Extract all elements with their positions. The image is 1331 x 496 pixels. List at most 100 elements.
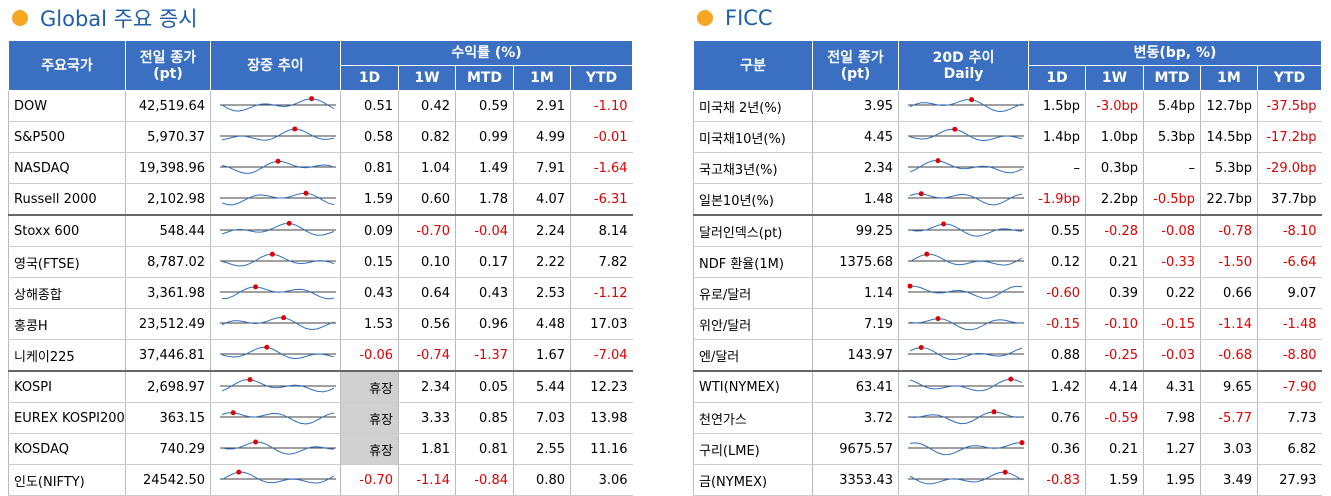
cell: -0.08	[1143, 214, 1201, 247]
cell: 2.34	[398, 370, 456, 403]
sparkline	[220, 126, 336, 141]
cell: 0.85	[455, 402, 514, 434]
cell: 6.82	[1257, 433, 1322, 465]
header-cell: 1W	[1085, 65, 1144, 91]
row-label: WTI(NYMEX)	[693, 370, 813, 403]
cell: 1.14	[812, 277, 899, 309]
cell: 0.59	[455, 90, 514, 122]
sparkline	[908, 316, 1024, 331]
row-label: KOSPI	[8, 370, 126, 403]
cell: -0.15	[1143, 308, 1201, 340]
cell: 23,512.49	[125, 308, 211, 340]
cell: -6.31	[569, 183, 633, 216]
cell: 143.97	[812, 339, 899, 372]
cell: 37.7bp	[1257, 183, 1322, 216]
cell: 5.3bp	[1143, 121, 1201, 153]
data-row: KOSDAQ 740.29 휴장 1.81 0.81 2.55 11.16	[8, 433, 633, 465]
equity-panel: Global 주요 증시 주요국가 전일 종가 (pt) 장중 추이 수익률 (%) 1D 1…	[8, 0, 634, 496]
cell: 4.45	[812, 121, 899, 153]
cell: 3.95	[812, 90, 899, 122]
cell: 1.5bp	[1028, 90, 1086, 122]
header-text: 전일 종가	[827, 49, 884, 66]
row-label: 달러인덱스(pt)	[693, 214, 813, 247]
cell: 0.51	[340, 90, 399, 122]
sparkline	[908, 376, 1024, 392]
trend-cell	[210, 90, 341, 122]
cell: 0.58	[340, 121, 399, 153]
cell: -1.37	[455, 339, 514, 372]
row-label: 니케이225	[8, 339, 126, 372]
cell: 5.44	[513, 370, 571, 403]
sparkline	[908, 251, 1024, 266]
cell: 14.5bp	[1200, 121, 1258, 153]
data-table: 주요국가 전일 종가 (pt) 장중 추이 수익률 (%) 1D 1W MTD 1M YTD DOW…	[8, 40, 634, 496]
header-cell: 1M	[1200, 65, 1258, 91]
cell: 0.43	[340, 277, 399, 309]
sparkline	[220, 284, 336, 300]
cell: 4.31	[1143, 370, 1201, 403]
cell: 0.17	[455, 246, 514, 278]
cell: 3.03	[1200, 433, 1258, 465]
cell: -0.04	[455, 214, 514, 247]
row-label: Russell 2000	[8, 183, 126, 216]
cell: 740.29	[125, 433, 211, 465]
cell: 99.25	[812, 214, 899, 247]
cell: 0.60	[398, 183, 456, 216]
sparkline	[908, 126, 1024, 142]
cell: 8.14	[569, 214, 633, 247]
cell: 0.39	[1085, 277, 1144, 309]
data-row: NDF 환율(1M) 1375.68 0.12 0.21 -0.33 -1.50 -6.64	[693, 246, 1322, 278]
cell: 7.73	[1257, 402, 1322, 434]
trend-cell	[898, 152, 1029, 184]
cell: 1.81	[398, 433, 456, 465]
cell: 7.82	[569, 246, 633, 278]
sparkline	[908, 409, 1024, 425]
cell: 0.96	[455, 308, 514, 340]
data-row: 위안/달러 7.19 -0.15 -0.10 -0.15 -1.14 -1.48	[693, 308, 1322, 340]
cell: -0.60	[1028, 277, 1086, 309]
trend-cell	[210, 402, 341, 434]
trend-cell	[898, 246, 1029, 278]
bullet	[697, 10, 713, 26]
header-row: 1D 1W MTD 1M YTD	[694, 65, 1322, 91]
cell: 3.06	[569, 464, 633, 496]
header-cell: 장중 추이	[210, 40, 341, 91]
cell: 7.19	[812, 308, 899, 340]
sparkline	[220, 158, 336, 174]
header-cell: YTD	[569, 65, 634, 91]
cell: 27.93	[1257, 464, 1322, 496]
cell: -1.14	[1200, 308, 1258, 340]
trend-cell	[898, 433, 1029, 465]
header-row: 1D 1W MTD 1M YTD	[9, 65, 634, 91]
cell: 5.4bp	[1143, 90, 1201, 122]
sparkline	[220, 344, 336, 360]
cell: -8.80	[1257, 339, 1322, 372]
header-text: Daily	[943, 65, 984, 82]
cell: 0.3bp	[1085, 152, 1144, 184]
data-row: KOSPI 2,698.97 휴장 2.34 0.05 5.44 12.23	[8, 370, 633, 403]
cell: -17.2bp	[1257, 121, 1322, 153]
trend-cell	[210, 308, 341, 340]
cell: -0.84	[455, 464, 514, 496]
cell: -0.70	[340, 464, 399, 496]
cell: 5.3bp	[1200, 152, 1258, 184]
cell: 1.4bp	[1028, 121, 1086, 153]
cell: 22.7bp	[1200, 183, 1258, 216]
cell: 1.42	[1028, 370, 1086, 403]
header-text: (pt)	[153, 65, 183, 82]
cell: 2,102.98	[125, 183, 211, 216]
data-row: 미국채10년(%) 4.45 1.4bp 1.0bp 5.3bp 14.5bp -17.2b…	[693, 121, 1322, 153]
row-label: S&P500	[8, 121, 126, 153]
cell: 0.05	[455, 370, 514, 403]
cell: 0.64	[398, 277, 456, 309]
cell: 1.04	[398, 152, 456, 184]
page: {"left": {"title": "Global 주요 증시", "head…	[8, 6, 1322, 496]
cell: 0.99	[455, 121, 514, 153]
row-label: 금(NYMEX)	[693, 464, 813, 496]
sparkline	[220, 96, 336, 112]
cell: 1.59	[1085, 464, 1144, 496]
cell: -0.15	[1028, 308, 1086, 340]
cell: 0.88	[1028, 339, 1086, 372]
cell: -0.33	[1143, 246, 1201, 278]
cell: 1.48	[812, 183, 899, 216]
